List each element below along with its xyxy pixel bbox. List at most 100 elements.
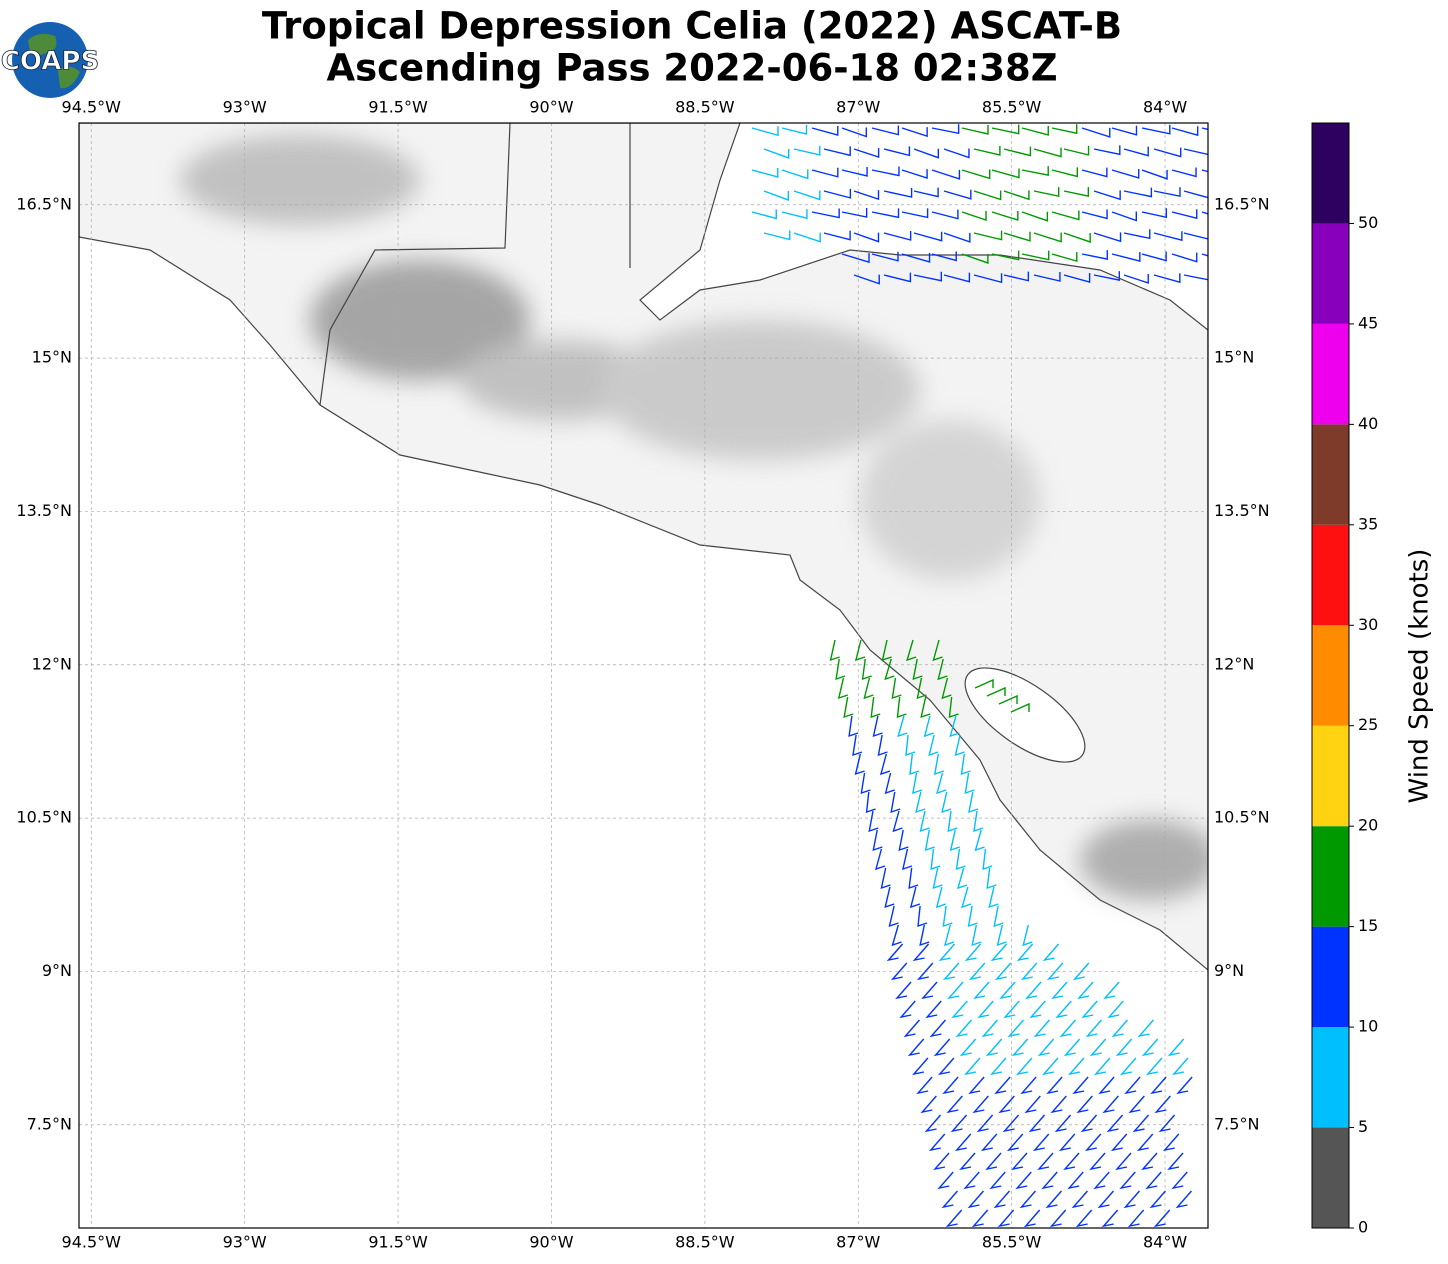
wind-barb (1132, 1114, 1150, 1133)
colorbar-segment (1312, 323, 1349, 425)
wind-barb (967, 905, 978, 928)
wind-barb (937, 1171, 954, 1190)
wind-barb (917, 905, 928, 928)
wind-barb (865, 791, 876, 814)
wind-barb (1063, 187, 1090, 197)
wind-barb (793, 145, 821, 156)
wind-barb (1089, 1038, 1107, 1057)
wind-barb (843, 696, 854, 719)
lon-label-top: 84°W (1143, 98, 1187, 117)
wind-barb (1081, 1000, 1098, 1019)
wind-barb (950, 1114, 968, 1133)
colorbar-segment (1312, 424, 1349, 525)
wind-barb (991, 168, 1020, 179)
wind-barb (1021, 211, 1049, 222)
wind-barb (948, 696, 959, 719)
wind-barb (1167, 1152, 1184, 1171)
wind-barb (933, 1152, 950, 1171)
lon-label-bottom: 88.5°W (675, 1233, 735, 1252)
wind-barb (1032, 1133, 1050, 1152)
wind-barb (1063, 1152, 1080, 1171)
wind-barb (945, 1209, 963, 1228)
lat-label-right: 10.5°N (1214, 808, 1270, 827)
wind-barb (781, 169, 809, 180)
colorbar-segment (1312, 123, 1349, 224)
wind-barb (863, 677, 874, 700)
wind-barb (1167, 1038, 1185, 1057)
wind-barb (949, 715, 960, 738)
wind-barb (1149, 1190, 1166, 1209)
colorbar-segment (1312, 625, 1349, 726)
wind-barb (1111, 1019, 1128, 1038)
wind-barb (905, 734, 916, 757)
colorbar: 0 5 10 15 20 25 30 35 40 45 50 (1311, 122, 1378, 1237)
lon-label-top: 93°W (223, 98, 267, 117)
wind-barb (993, 905, 1004, 928)
wind-barb (829, 639, 840, 662)
lat-label-right: 12°N (1214, 654, 1254, 673)
colorbar-segment (1312, 725, 1349, 827)
wind-barb (916, 677, 927, 700)
wind-barb (1058, 1133, 1076, 1152)
wind-barb (901, 127, 928, 138)
colorbar-tick-label: 25 (1358, 715, 1378, 734)
wind-barb (853, 274, 880, 285)
wind-barb (956, 867, 968, 890)
wind-barb (1145, 1171, 1162, 1190)
wind-barb (853, 190, 880, 201)
wind-barb (998, 1095, 1015, 1114)
wind-barb (853, 232, 880, 243)
wind-barb (933, 1038, 951, 1057)
wind-barb (906, 639, 917, 662)
wind-barb (811, 167, 839, 178)
wind-barb (823, 230, 851, 241)
wind-barb (916, 1076, 933, 1095)
wind-barb (908, 867, 919, 890)
wind-barb (1003, 1000, 1020, 1019)
wind-barb (1016, 1057, 1033, 1076)
wind-barb (1123, 1190, 1140, 1209)
wind-barb (874, 848, 886, 871)
wind-barb (1124, 1076, 1141, 1095)
wind-barb (1050, 1095, 1067, 1114)
wind-barb (763, 230, 791, 241)
wind-barb (974, 829, 985, 852)
wind-barb (915, 791, 926, 814)
wind-barb (1019, 1190, 1036, 1209)
wind-barb (884, 658, 895, 681)
wind-barb (961, 211, 987, 221)
wind-barb (1103, 981, 1120, 1000)
wind-barb (943, 924, 955, 947)
wind-barb (877, 734, 888, 757)
wind-barb (1081, 127, 1111, 138)
wind-barb (998, 694, 1018, 705)
wind-barb (1022, 924, 1033, 947)
wind-barb (1093, 190, 1121, 201)
wind-barb (1003, 146, 1032, 157)
colorbar-tick-label: 15 (1358, 916, 1378, 935)
wind-barb (913, 231, 943, 242)
colorbar-tick-label: 30 (1358, 615, 1378, 634)
colorbar-tick-label: 45 (1358, 313, 1378, 332)
wind-barb (1007, 1019, 1024, 1038)
colorbar-tick-label: 0 (1358, 1218, 1368, 1237)
wind-barb (1020, 962, 1038, 981)
wind-barb (1042, 943, 1060, 962)
wind-barb (1097, 1190, 1114, 1209)
lon-label-bottom: 91.5°W (368, 1233, 428, 1252)
wind-barb (1023, 1209, 1041, 1228)
wind-barb (1080, 1114, 1098, 1133)
wind-barb (1141, 251, 1167, 262)
axis-labels: 94.5°W 94.5°W 93°W 93°W 91.5°W 91.5°W 90°W 90°W… (16, 98, 1269, 1252)
wind-barb (912, 658, 923, 681)
wind-barb (907, 1038, 925, 1057)
wind-barb (986, 867, 997, 890)
wind-barb (852, 734, 863, 757)
wind-barb (880, 867, 891, 890)
wind-barb (751, 126, 779, 137)
wind-barb (942, 1076, 959, 1095)
wind-barb (954, 734, 965, 757)
wind-barb (1175, 1190, 1192, 1209)
wind-barb (841, 127, 868, 138)
wind-barb (1051, 167, 1078, 178)
